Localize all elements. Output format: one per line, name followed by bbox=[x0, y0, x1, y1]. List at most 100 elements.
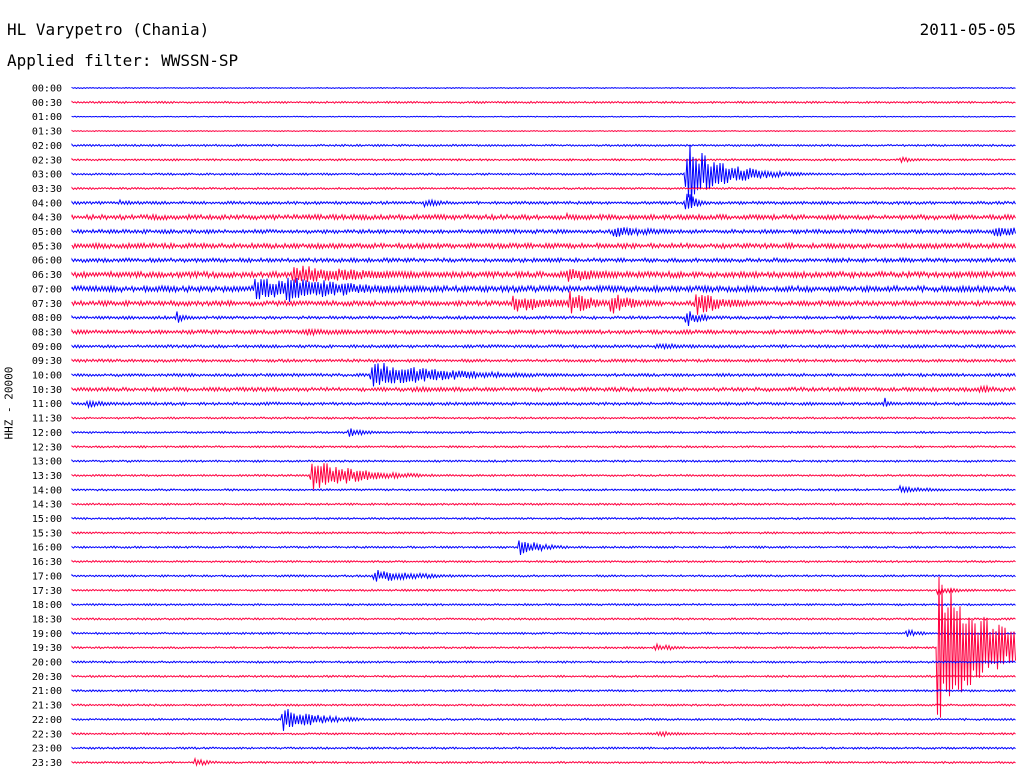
time-tick-label: 20:00 bbox=[32, 658, 62, 669]
trace-row bbox=[71, 384, 1016, 394]
trace-row bbox=[71, 674, 1016, 679]
time-tick-label: 06:00 bbox=[32, 256, 62, 267]
time-tick-label: 05:00 bbox=[32, 227, 62, 238]
trace-row bbox=[71, 730, 1016, 738]
trace-row bbox=[71, 265, 1016, 283]
time-tick-label: 11:00 bbox=[32, 399, 62, 410]
time-tick-label: 04:00 bbox=[32, 198, 62, 209]
time-tick-label: 00:00 bbox=[32, 84, 62, 95]
time-tick-label: 22:00 bbox=[32, 715, 62, 726]
trace-row bbox=[71, 428, 1016, 437]
time-tick-label: 01:00 bbox=[32, 112, 62, 123]
trace-row bbox=[71, 586, 1016, 596]
trace-row bbox=[71, 559, 1016, 564]
record-date: 2011-05-05 bbox=[919, 20, 1016, 39]
trace-row bbox=[71, 688, 1016, 693]
time-tick-label: 22:30 bbox=[32, 729, 62, 740]
time-tick-label: 02:30 bbox=[32, 155, 62, 166]
trace-row bbox=[71, 211, 1016, 222]
time-tick-label: 13:00 bbox=[32, 457, 62, 468]
trace-row bbox=[71, 129, 1016, 133]
time-tick-label: 12:00 bbox=[32, 428, 62, 439]
trace-row bbox=[71, 311, 1016, 326]
trace-row bbox=[71, 502, 1016, 506]
time-tick-label: 08:30 bbox=[32, 327, 62, 338]
trace-row bbox=[71, 416, 1016, 420]
filter-label: Applied filter: WWSSN-SP bbox=[7, 51, 239, 70]
trace-row bbox=[71, 628, 1016, 637]
trace-row bbox=[71, 484, 1016, 494]
trace-row bbox=[71, 241, 1016, 250]
time-tick-label: 16:30 bbox=[32, 557, 62, 568]
trace-row bbox=[71, 186, 1016, 191]
trace-row bbox=[71, 570, 1016, 582]
trace-row bbox=[71, 516, 1016, 521]
time-tick-label: 19:00 bbox=[32, 629, 62, 640]
time-tick-label: 06:30 bbox=[32, 270, 62, 281]
time-tick-label: 10:30 bbox=[32, 385, 62, 396]
trace-row bbox=[71, 708, 1016, 731]
time-tick-label: 01:30 bbox=[32, 127, 62, 138]
trace-row bbox=[71, 363, 1016, 387]
time-tick-label: 23:00 bbox=[32, 744, 62, 755]
time-tick-label: 21:00 bbox=[32, 686, 62, 697]
trace-row bbox=[71, 155, 1016, 164]
station-title: HL Varypetro (Chania) bbox=[7, 20, 210, 39]
trace-row bbox=[71, 602, 1016, 607]
trace-row bbox=[71, 746, 1016, 750]
time-tick-label: 20:30 bbox=[32, 672, 62, 683]
time-tick-label: 18:30 bbox=[32, 614, 62, 625]
time-tick-label: 12:30 bbox=[32, 442, 62, 453]
trace-row bbox=[71, 144, 1016, 204]
trace-row bbox=[71, 193, 1016, 210]
trace-row bbox=[71, 617, 1016, 621]
trace-row bbox=[71, 256, 1016, 264]
time-tick-label: 08:00 bbox=[32, 313, 62, 324]
trace-row bbox=[71, 444, 1016, 449]
trace-row bbox=[71, 463, 1016, 490]
trace-row bbox=[71, 756, 1016, 767]
trace-row bbox=[71, 277, 1016, 302]
time-tick-label: 23:30 bbox=[32, 758, 62, 769]
time-tick-label: 21:30 bbox=[32, 701, 62, 712]
trace-row bbox=[71, 342, 1016, 351]
trace-row bbox=[71, 702, 1016, 707]
time-tick-label: 18:00 bbox=[32, 600, 62, 611]
time-tick-label: 19:30 bbox=[32, 643, 62, 654]
time-tick-label: 16:00 bbox=[32, 543, 62, 554]
trace-row bbox=[71, 660, 1016, 664]
time-tick-label: 09:00 bbox=[32, 342, 62, 353]
trace-row bbox=[71, 540, 1016, 556]
trace-row bbox=[71, 358, 1016, 364]
trace-row bbox=[71, 100, 1016, 105]
trace-row bbox=[71, 86, 1016, 90]
time-tick-label: 03:30 bbox=[32, 184, 62, 195]
trace-row bbox=[71, 143, 1016, 148]
time-tick-label: 17:30 bbox=[32, 586, 62, 597]
time-tick-label: 17:00 bbox=[32, 571, 62, 582]
time-tick-label: 07:00 bbox=[32, 284, 62, 295]
trace-row bbox=[71, 576, 1016, 718]
time-tick-label: 05:30 bbox=[32, 241, 62, 252]
time-tick-label: 14:00 bbox=[32, 485, 62, 496]
time-tick-label: 03:00 bbox=[32, 170, 62, 181]
time-tick-label: 07:30 bbox=[32, 299, 62, 310]
time-tick-label: 14:30 bbox=[32, 500, 62, 511]
time-tick-label: 00:30 bbox=[32, 98, 62, 109]
time-tick-label: 15:00 bbox=[32, 514, 62, 525]
trace-row bbox=[71, 115, 1016, 118]
time-tick-label: 10:00 bbox=[32, 371, 62, 382]
trace-row bbox=[71, 397, 1016, 410]
trace-row bbox=[71, 531, 1016, 535]
trace-row bbox=[71, 226, 1016, 237]
time-tick-label: 13:30 bbox=[32, 471, 62, 482]
time-tick-label: 02:00 bbox=[32, 141, 62, 152]
trace-row bbox=[71, 291, 1016, 315]
time-tick-label: 04:30 bbox=[32, 213, 62, 224]
time-tick-label: 09:30 bbox=[32, 356, 62, 367]
time-tick-label: 11:30 bbox=[32, 414, 62, 425]
trace-row bbox=[71, 327, 1016, 337]
trace-row bbox=[71, 458, 1016, 463]
time-tick-label: 15:30 bbox=[32, 528, 62, 539]
